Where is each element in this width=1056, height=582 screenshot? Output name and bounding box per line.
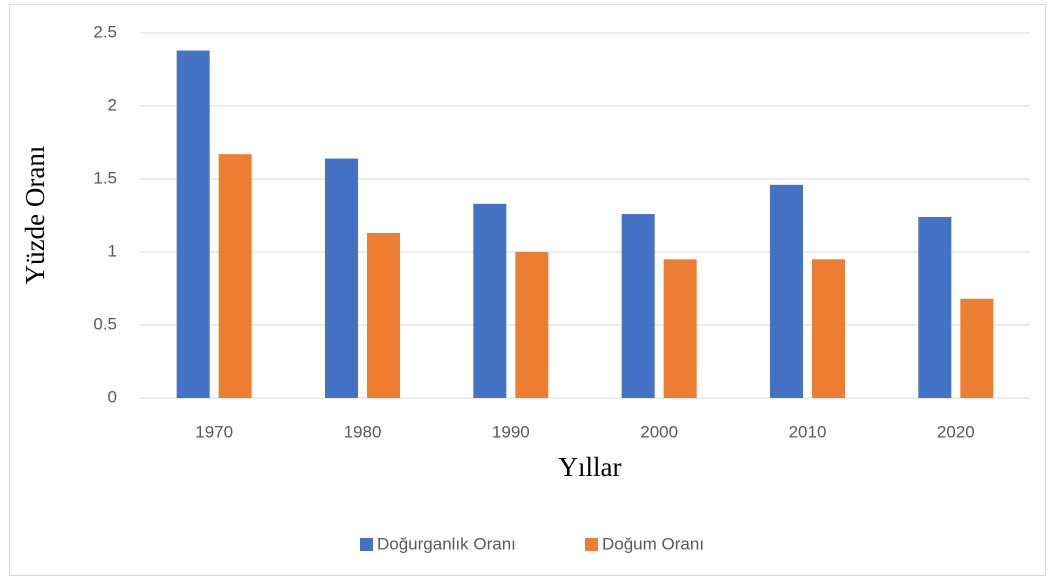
x-tick-label: 2010: [789, 422, 827, 441]
x-axis-title: Yıllar: [559, 452, 622, 482]
bar: [770, 184, 803, 398]
bar: [812, 259, 845, 398]
x-tick-label: 1980: [344, 422, 382, 441]
y-tick-label: 1.5: [93, 168, 117, 187]
x-tick-label: 2000: [640, 422, 678, 441]
y-tick-label: 2.5: [93, 22, 117, 41]
x-tick-label: 1970: [195, 422, 233, 441]
y-tick-label: 2: [108, 95, 117, 114]
bar: [918, 216, 952, 398]
y-tick-label: 1: [108, 241, 117, 260]
y-axis-title: Yüzde Oranı: [20, 146, 50, 285]
y-tick-label: 0.5: [93, 314, 117, 333]
x-tick-label: 1990: [492, 422, 530, 441]
legend-label: Doğurganlık Oranı: [377, 534, 516, 553]
bar: [325, 158, 358, 398]
bar: [515, 252, 549, 398]
legend-swatch: [585, 538, 598, 551]
x-tick-label: 2020: [937, 422, 975, 441]
y-tick-label: 0: [108, 387, 117, 406]
bar: [663, 259, 697, 398]
legend-label: Doğum Oranı: [602, 534, 704, 553]
bar: [960, 298, 994, 398]
bar: [473, 203, 507, 398]
bar: [176, 50, 210, 399]
bar: [367, 233, 400, 398]
bar: [218, 154, 252, 398]
bar: [621, 214, 655, 398]
legend-swatch: [360, 538, 373, 551]
